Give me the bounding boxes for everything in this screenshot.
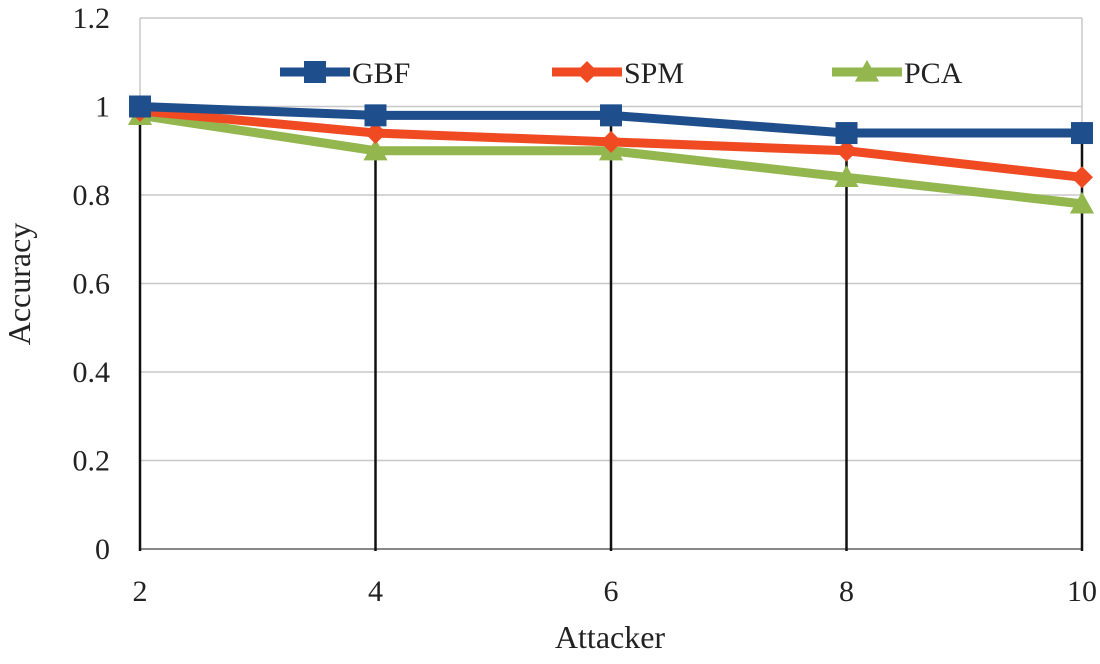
diamond-marker: [576, 61, 598, 83]
x-tick-label: 6: [604, 575, 619, 608]
series-lines: [127, 95, 1095, 214]
legend-label: SPM: [624, 57, 684, 90]
triangle-marker: [834, 165, 859, 187]
square-marker: [600, 104, 622, 127]
y-axis-title: Accuracy: [1, 223, 37, 346]
series-gbf: [129, 95, 1093, 145]
y-tick-label: 0.2: [73, 445, 111, 478]
triangle-marker: [363, 138, 388, 161]
y-tick-label: 0: [95, 533, 110, 566]
y-tick-label: 0.8: [73, 179, 111, 212]
legend-item-pca: PCA: [832, 57, 963, 90]
legend-label: PCA: [904, 57, 963, 90]
y-tick-label: 1.2: [73, 2, 111, 35]
legend-label: GBF: [352, 57, 410, 90]
x-tick-label: 8: [839, 575, 854, 608]
x-tick-label: 10: [1067, 575, 1097, 608]
x-tick-label: 2: [133, 575, 148, 608]
x-tick-labels: 2 4 6 8 10: [133, 575, 1098, 608]
triangle-marker: [854, 59, 880, 82]
x-axis-title: Attacker: [555, 619, 666, 655]
y-tick-label: 0.4: [73, 356, 111, 389]
diamond-marker: [835, 139, 858, 162]
triangle-marker: [1069, 191, 1095, 214]
square-marker: [129, 95, 151, 118]
square-marker: [1071, 122, 1093, 145]
legend: GBF SPM PCA: [280, 57, 963, 90]
square-marker: [304, 61, 326, 83]
drop-lines: [138, 106, 1084, 551]
diamond-marker: [364, 122, 387, 145]
y-tick-label: 1: [95, 91, 110, 124]
legend-item-gbf: GBF: [280, 57, 410, 90]
square-marker: [364, 104, 387, 127]
square-marker: [835, 122, 858, 145]
y-tick-labels: 0 0.2 0.4 0.6 0.8 1 1.2: [73, 2, 111, 566]
diamond-marker: [600, 130, 622, 153]
diamond-marker: [1071, 166, 1093, 189]
legend-item-spm: SPM: [552, 57, 684, 90]
x-tick-label: 4: [368, 575, 383, 608]
y-tick-label: 0.6: [73, 268, 111, 301]
